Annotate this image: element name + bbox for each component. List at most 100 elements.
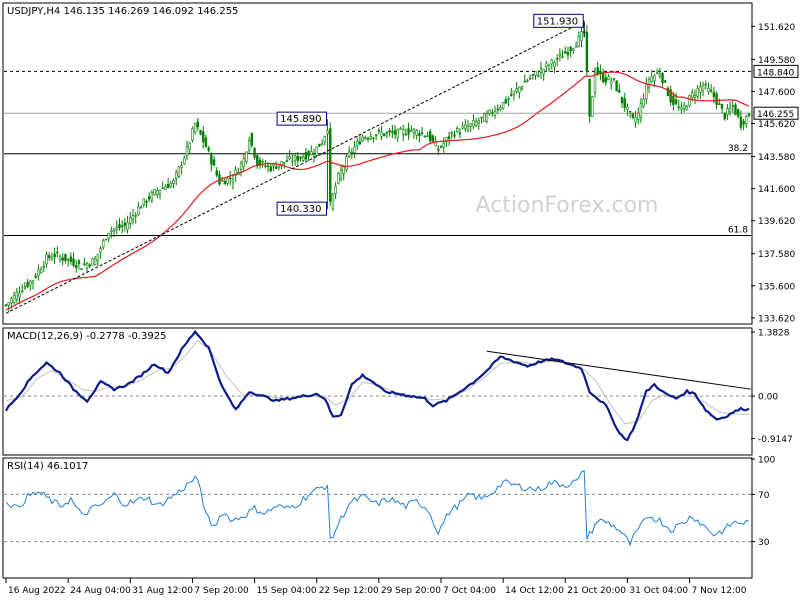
- candle-body: [655, 72, 659, 74]
- candle-body: [577, 36, 580, 47]
- macd-line: [5, 329, 750, 442]
- candle-body: [53, 253, 56, 258]
- candle-body: [685, 105, 689, 111]
- candle-body: [39, 269, 43, 274]
- candle-body: [707, 87, 710, 93]
- candle-body: [566, 52, 570, 56]
- candle-body: [658, 73, 662, 77]
- candle-body: [450, 131, 453, 134]
- candle-body: [528, 77, 532, 80]
- candle-body: [564, 51, 567, 54]
- candle-body: [372, 137, 375, 140]
- candle-body: [161, 187, 164, 189]
- candle-body: [537, 75, 540, 77]
- candle-body: [234, 169, 237, 176]
- annotation-label: 140.330: [280, 204, 321, 215]
- candle-body: [615, 80, 618, 92]
- candle-body: [26, 281, 29, 287]
- candle-body: [650, 76, 653, 82]
- candle-body: [456, 127, 459, 133]
- candle-body: [461, 126, 464, 129]
- candle-body: [550, 59, 553, 65]
- candle-body: [166, 184, 170, 189]
- candle-body: [415, 130, 418, 136]
- candle-body: [682, 104, 686, 110]
- candle-body: [177, 166, 181, 177]
- candle-body: [291, 160, 294, 163]
- candle-body: [404, 133, 408, 136]
- candle-body: [742, 120, 745, 125]
- candle-body: [680, 106, 683, 110]
- candle-body: [418, 133, 421, 137]
- candle-body: [283, 162, 286, 164]
- candle-body: [210, 154, 213, 165]
- candle-body: [34, 275, 37, 278]
- candle-body: [183, 157, 186, 165]
- macd-title: MACD(12,26,9) -0.2778 -0.3925: [7, 331, 167, 342]
- candle-body: [77, 260, 81, 265]
- candle-body: [110, 230, 113, 232]
- candle-body: [447, 136, 451, 139]
- candle-body: [361, 136, 364, 142]
- x-tick-label: 24 Aug 04:00: [70, 586, 131, 596]
- candle-body: [396, 128, 399, 138]
- candle-body: [229, 177, 232, 180]
- candle-body: [666, 87, 670, 97]
- candle-body: [156, 190, 159, 195]
- candle-body: [383, 133, 386, 136]
- candle-body: [315, 146, 318, 156]
- candle-body: [61, 257, 64, 261]
- candle-body: [585, 31, 589, 72]
- fib-level-label: 61.8: [728, 226, 748, 236]
- candle-body: [696, 88, 699, 97]
- x-tick-label: 16 Aug 2022: [8, 586, 66, 596]
- candle-body: [469, 123, 472, 127]
- candle-body: [545, 63, 548, 67]
- candle-body: [520, 86, 524, 89]
- candle-body: [358, 141, 362, 145]
- y-tick-label: 145.620: [758, 120, 795, 130]
- candle-body: [353, 146, 356, 153]
- candle-body: [726, 108, 729, 115]
- x-tick-label: 29 Sep 20:00: [381, 586, 441, 596]
- x-tick-label: 14 Oct 12:00: [505, 586, 564, 596]
- x-tick-label: 7 Oct 04:00: [443, 586, 496, 596]
- candle-body: [142, 198, 145, 205]
- candle-body: [277, 164, 281, 168]
- candle-body: [147, 196, 151, 200]
- candle-body: [80, 268, 83, 270]
- candle-body: [728, 107, 732, 113]
- price-tag: 146.255: [757, 110, 794, 120]
- candle-body: [334, 186, 337, 194]
- candle-body: [472, 120, 475, 127]
- candle-body: [31, 280, 35, 284]
- rsi-y-tick-label: 100: [758, 456, 775, 466]
- fib-level-label: 38.2: [728, 144, 748, 154]
- candle-body: [320, 143, 324, 145]
- candle-body: [393, 130, 397, 135]
- candle-body: [134, 215, 137, 217]
- candle-body: [172, 179, 175, 184]
- candle-body: [499, 107, 502, 110]
- candle-body: [310, 151, 313, 155]
- y-tick-label: 143.580: [758, 153, 795, 163]
- candle-body: [188, 142, 191, 150]
- candle-body: [347, 151, 351, 157]
- macd-panel: MACD(12,26,9) -0.2778 -0.3925: [2, 327, 753, 456]
- candle-body: [299, 156, 302, 159]
- x-tick-label: 7 Nov 12:00: [692, 586, 747, 596]
- candle-body: [496, 108, 499, 111]
- candle-body: [677, 106, 680, 108]
- candle-body: [123, 222, 127, 226]
- candle-body: [175, 172, 178, 179]
- candle-body: [239, 162, 243, 170]
- candle-body: [512, 90, 516, 95]
- candle-body: [45, 254, 48, 265]
- candle-body: [653, 75, 656, 82]
- candle-body: [555, 58, 559, 60]
- candle-body: [485, 113, 489, 122]
- candle-body: [7, 302, 10, 306]
- candle-body: [588, 78, 591, 117]
- candle-body: [83, 263, 86, 266]
- candle-body: [736, 109, 740, 117]
